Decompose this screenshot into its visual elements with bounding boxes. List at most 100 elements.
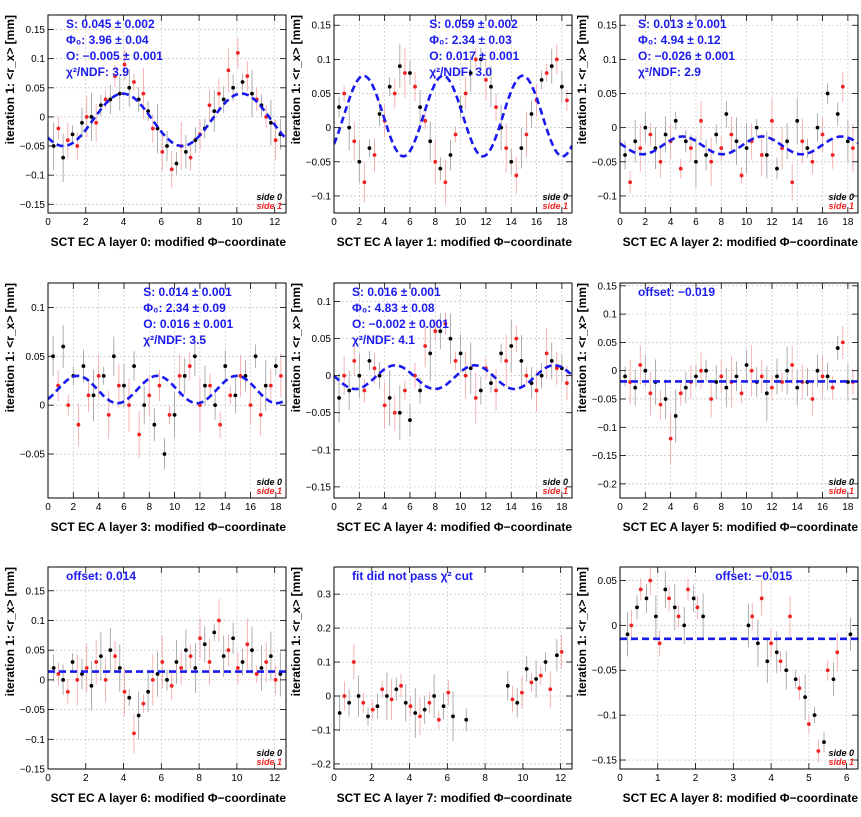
- side1-point: [840, 340, 845, 345]
- side0-point: [172, 413, 177, 417]
- y-axis-label: iteration 1: <r_x> [mm]: [3, 15, 17, 144]
- y-tick-label: −0.15: [20, 200, 46, 211]
- side0-point: [764, 153, 769, 157]
- side0-point: [432, 694, 437, 698]
- fit-annotation: Φ₀: 2.34 ± 0.03: [429, 33, 512, 47]
- side0-point: [734, 374, 739, 379]
- side0-point: [108, 648, 113, 653]
- side1-point: [147, 393, 152, 398]
- side0-point: [146, 689, 151, 694]
- side0-point: [441, 704, 446, 709]
- y-tick-label: 0.05: [312, 334, 332, 345]
- side0-point: [478, 388, 483, 393]
- side0-point: [70, 132, 75, 137]
- side0-point: [193, 666, 198, 670]
- panel-layer-1: 0 2 4 6 8 10 12 14 16 18 −0.1 −0.05 0 0.05 0.1 0.15 SCT …: [289, 14, 573, 249]
- side1-point: [699, 368, 703, 373]
- x-tick-label: 6: [159, 217, 165, 228]
- side1-point: [688, 146, 693, 151]
- legend-entry: side 1: [256, 201, 282, 211]
- side1-point: [769, 641, 774, 646]
- x-tick-label: 0: [45, 217, 51, 228]
- side0-point: [623, 374, 627, 379]
- fit-annotation: O: 0.017 ± 0.001: [429, 49, 519, 63]
- y-tick-label: 0: [39, 675, 45, 686]
- side1-point: [443, 180, 448, 185]
- side1-point: [770, 385, 774, 390]
- side0-point: [418, 105, 422, 110]
- y-tick-label: 0.15: [26, 25, 46, 36]
- side0-point: [784, 668, 789, 673]
- side1-point: [423, 118, 428, 123]
- x-tick-label: 4: [121, 217, 127, 228]
- side1-point: [75, 144, 80, 148]
- x-axis-label: SCT EC A layer 4: modified Φ−coordinate: [337, 520, 573, 534]
- side0-point: [263, 383, 268, 388]
- side0-point: [89, 115, 94, 119]
- side0-point: [387, 84, 392, 89]
- side1-point: [113, 654, 117, 659]
- side0-point: [273, 364, 278, 368]
- y-tick-label: 0: [611, 123, 617, 134]
- x-axis-label: SCT EC A layer 5: modified Φ−coordinate: [623, 520, 859, 534]
- side1-point: [248, 403, 253, 408]
- side0-point: [357, 159, 362, 164]
- side0-point: [774, 650, 779, 655]
- x-tick-label: 18: [556, 217, 568, 228]
- fit-annotation: χ²/NDF: 3.9: [66, 65, 129, 79]
- y-tick-label: −0.15: [20, 765, 46, 776]
- side0-point: [509, 344, 514, 348]
- side0-point: [397, 64, 402, 69]
- side0-point: [815, 125, 820, 130]
- x-tick-label: 12: [269, 217, 281, 228]
- side0-point: [701, 614, 706, 619]
- side1-point: [132, 80, 136, 84]
- side0-point: [694, 374, 698, 379]
- fit-annotation: Φ₀: 4.94 ± 0.12: [638, 33, 721, 47]
- x-tick-label: 8: [146, 502, 152, 513]
- side0-point: [734, 139, 739, 144]
- side0-point: [61, 677, 66, 682]
- side0-point: [795, 385, 800, 390]
- side1-point: [169, 683, 174, 688]
- fit-annotation: S: 0.016 ± 0.001: [352, 285, 441, 299]
- y-tick-label: 0.05: [26, 83, 46, 94]
- y-tick-label: 0: [325, 123, 331, 134]
- side0-point: [704, 368, 708, 373]
- x-axis-label: SCT EC A layer 0: modified Φ−coordinate: [51, 235, 287, 249]
- side1-point: [770, 118, 774, 123]
- side1-point: [780, 380, 784, 384]
- plot-frame: [47, 566, 287, 770]
- side1-point: [380, 687, 385, 692]
- side1-point: [816, 749, 821, 753]
- side1-point: [235, 666, 240, 670]
- y-tick-label: 0.1: [31, 303, 45, 314]
- side1-point: [372, 366, 377, 371]
- y-tick-label: −0.1: [597, 711, 617, 722]
- side1-point: [75, 677, 80, 682]
- side1-point: [141, 91, 146, 96]
- fit-annotation: χ²/NDF: 2.9: [638, 65, 701, 79]
- x-tick-label: 10: [231, 773, 243, 784]
- x-tick-label: 12: [269, 773, 281, 784]
- y-tick-label: 0: [611, 621, 617, 632]
- y-axis-label: iteration 1: <r_x> [mm]: [3, 283, 17, 412]
- side0-point: [825, 91, 830, 96]
- side1-point: [258, 413, 263, 417]
- side1-point: [453, 358, 458, 363]
- fit-annotation: Φ₀: 2.34 ± 0.09: [143, 301, 226, 315]
- x-tick-label: 12: [480, 217, 492, 228]
- side1-point: [433, 159, 438, 164]
- y-tick-label: −0.15: [592, 451, 618, 462]
- y-tick-label: −0.05: [20, 450, 46, 461]
- side0-point: [438, 166, 443, 171]
- side0-point: [505, 683, 510, 688]
- side1-point: [463, 91, 468, 96]
- side1-point: [504, 146, 509, 151]
- side1-point: [141, 701, 146, 706]
- side0-point: [80, 120, 84, 125]
- side1-point: [739, 173, 744, 178]
- side0-point: [845, 139, 850, 144]
- plot-frame: [47, 14, 287, 214]
- side0-point: [644, 596, 649, 601]
